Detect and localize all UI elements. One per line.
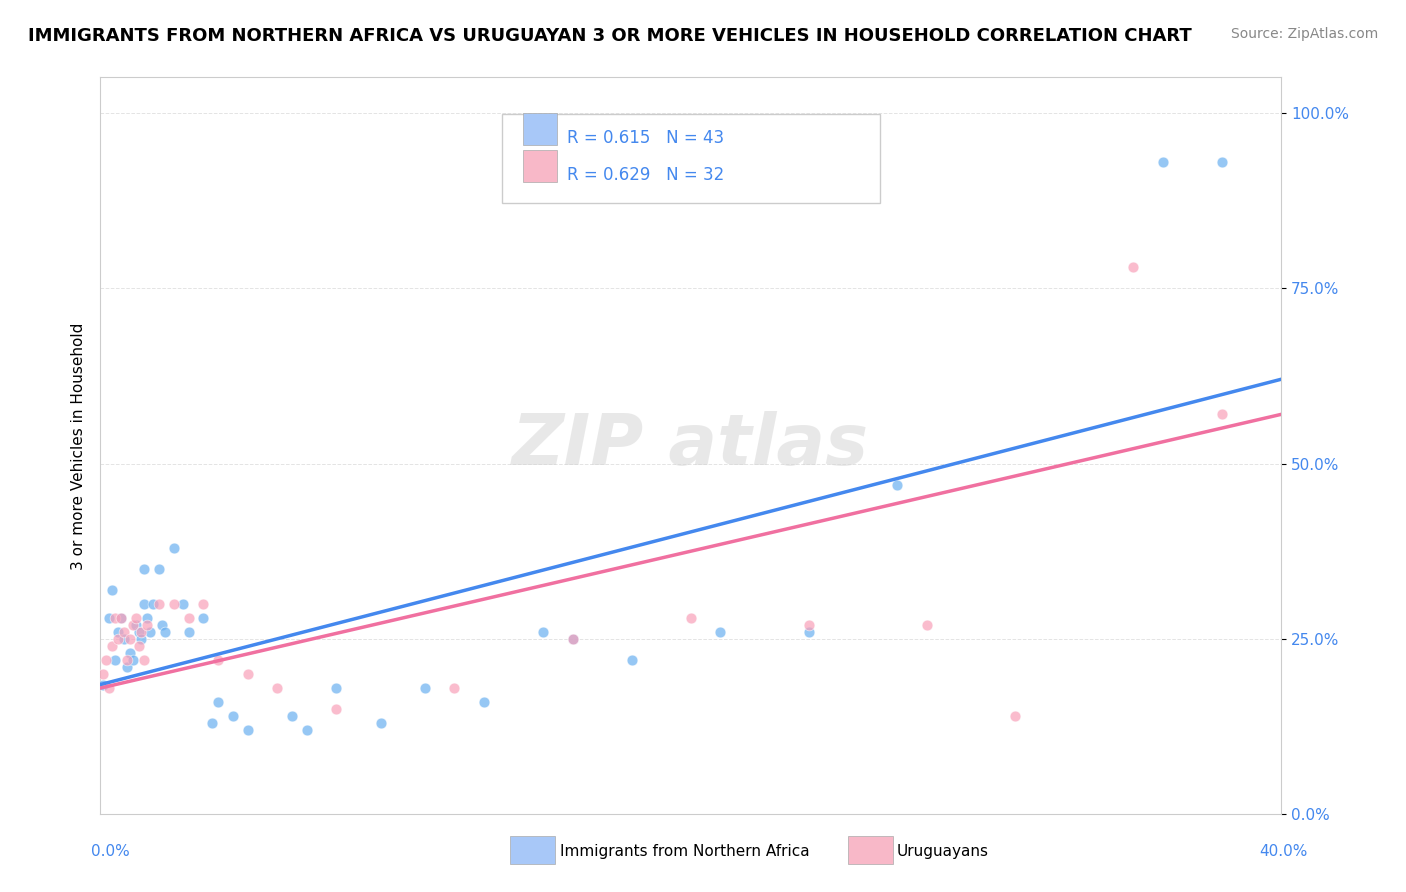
Point [98, 681, 121, 695]
Point [1122, 260, 1144, 274]
Point [709, 624, 731, 639]
Point [281, 709, 304, 723]
Point [118, 646, 141, 660]
Point [177, 624, 200, 639]
Point [131, 632, 153, 646]
FancyBboxPatch shape [523, 150, 557, 182]
Point [1211, 154, 1233, 169]
Point [177, 611, 200, 625]
Point [207, 653, 229, 667]
Point [531, 624, 554, 639]
Point [134, 562, 156, 576]
Point [1211, 408, 1233, 422]
Point [679, 611, 702, 625]
Text: 40.0%: 40.0% [1260, 845, 1308, 859]
Text: Immigrants from Northern Africa: Immigrants from Northern Africa [560, 845, 810, 859]
Point [561, 632, 583, 646]
Point [110, 611, 132, 625]
Point [98, 611, 121, 625]
Point [797, 618, 820, 632]
Text: R = 0.615   N = 43: R = 0.615 N = 43 [567, 129, 724, 147]
Point [107, 632, 129, 646]
Text: Uruguayans: Uruguayans [897, 845, 988, 859]
Text: R = 0.629   N = 32: R = 0.629 N = 32 [567, 166, 724, 184]
Point [112, 632, 135, 646]
Point [163, 597, 186, 611]
Point [104, 611, 127, 625]
Y-axis label: 3 or more Vehicles in Household: 3 or more Vehicles in Household [72, 322, 86, 570]
Point [295, 723, 318, 738]
Point [443, 681, 465, 695]
Point [118, 632, 141, 646]
Point [91, 667, 114, 681]
Point [153, 624, 176, 639]
Point [370, 716, 392, 731]
Point [131, 624, 153, 639]
Point [136, 618, 159, 632]
Point [115, 653, 138, 667]
Point [115, 660, 138, 674]
Point [128, 624, 150, 639]
Point [172, 597, 194, 611]
Point [124, 618, 146, 632]
Point [201, 716, 224, 731]
Point [91, 678, 114, 692]
Point [134, 597, 156, 611]
Text: ZIP atlas: ZIP atlas [512, 411, 869, 481]
Point [148, 597, 170, 611]
Point [94, 653, 117, 667]
Point [150, 618, 173, 632]
Point [207, 695, 229, 709]
Point [222, 709, 245, 723]
Point [472, 695, 495, 709]
Point [325, 702, 347, 716]
FancyBboxPatch shape [523, 112, 557, 145]
Point [413, 681, 436, 695]
Point [266, 681, 288, 695]
Text: IMMIGRANTS FROM NORTHERN AFRICA VS URUGUAYAN 3 OR MORE VEHICLES IN HOUSEHOLD COR: IMMIGRANTS FROM NORTHERN AFRICA VS URUGU… [28, 27, 1192, 45]
Point [104, 653, 127, 667]
Point [915, 618, 938, 632]
Point [142, 597, 165, 611]
Point [620, 653, 643, 667]
Text: Source: ZipAtlas.com: Source: ZipAtlas.com [1230, 27, 1378, 41]
Point [107, 624, 129, 639]
Point [148, 562, 170, 576]
Point [561, 632, 583, 646]
Point [128, 639, 150, 653]
FancyBboxPatch shape [502, 114, 880, 202]
Point [1152, 154, 1174, 169]
Point [236, 723, 259, 738]
Point [236, 667, 259, 681]
Point [101, 582, 124, 597]
Point [193, 611, 215, 625]
Point [886, 477, 908, 491]
Point [163, 541, 186, 555]
Point [110, 611, 132, 625]
Point [134, 653, 156, 667]
Point [121, 618, 143, 632]
Point [101, 639, 124, 653]
Point [797, 624, 820, 639]
Point [124, 611, 146, 625]
Point [112, 624, 135, 639]
Text: 0.0%: 0.0% [91, 845, 131, 859]
Point [139, 624, 162, 639]
Point [325, 681, 347, 695]
Point [136, 611, 159, 625]
Point [1004, 709, 1026, 723]
Point [121, 653, 143, 667]
Point [193, 597, 215, 611]
